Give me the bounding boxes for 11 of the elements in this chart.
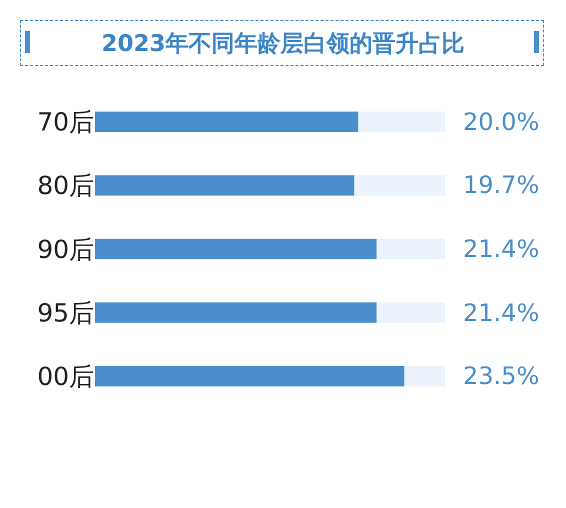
y-tick-label: 95后	[37, 298, 94, 328]
data-label: 23.5%	[463, 362, 540, 390]
data-label: 21.4%	[463, 235, 540, 263]
data-label: 20.0%	[463, 108, 540, 136]
y-tick-label: 70后	[37, 108, 94, 137]
y-tick-label: 80后	[37, 171, 94, 200]
data-label: 19.7%	[463, 171, 540, 199]
y-tick-label: 90后	[37, 234, 94, 264]
chart-title: 2023年不同年龄层白领的晋升占比	[101, 31, 465, 58]
y-tick-label: 00后	[37, 362, 94, 391]
data-label: 21.4%	[463, 299, 540, 327]
